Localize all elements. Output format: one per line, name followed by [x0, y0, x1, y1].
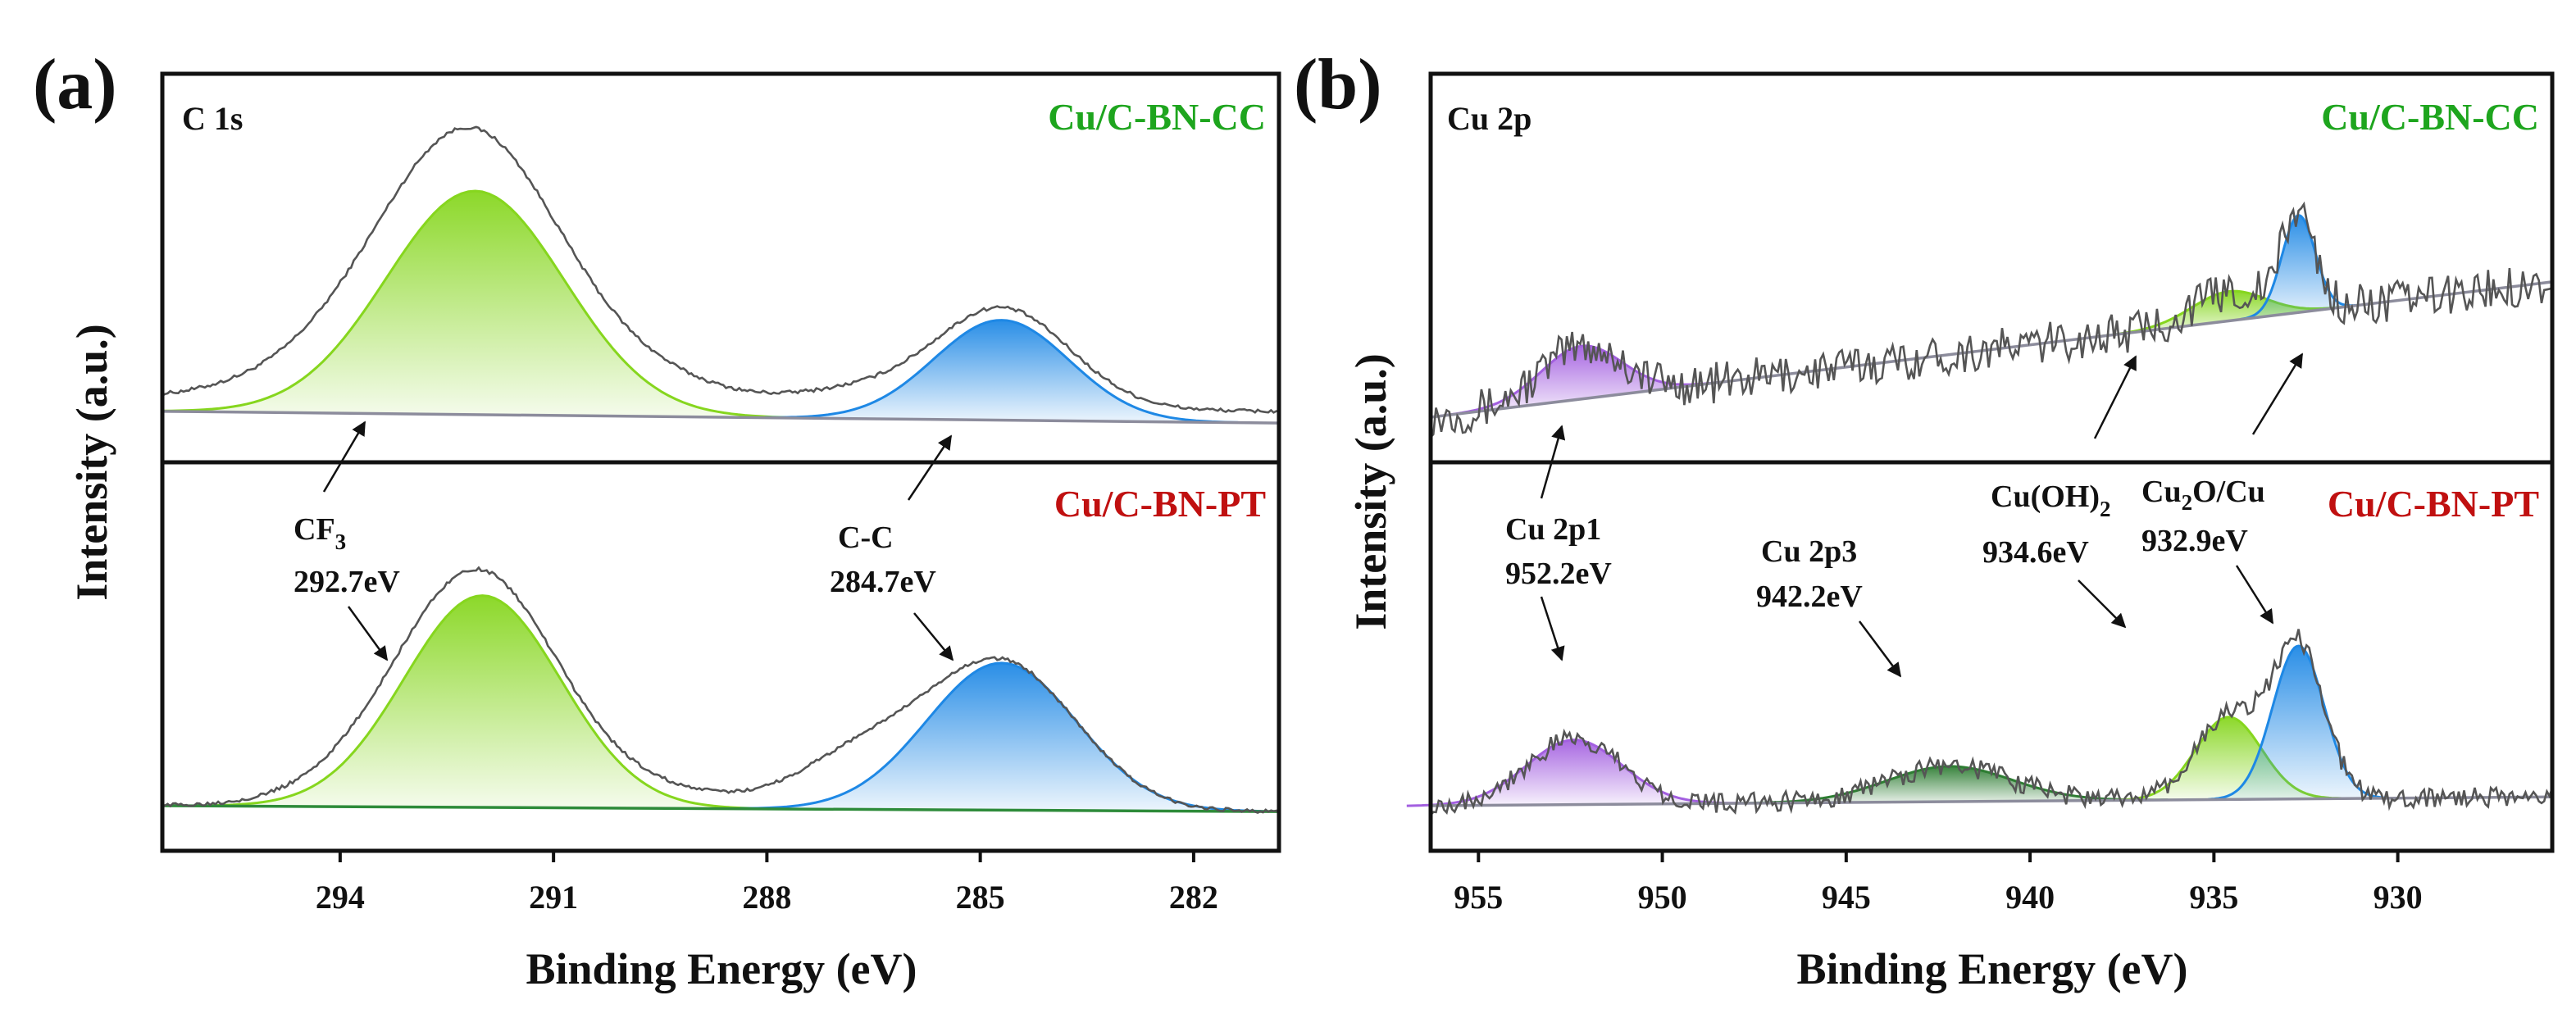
peak-fill-cf3: [164, 191, 787, 418]
annotation-cc-arrow-down: [913, 612, 954, 661]
panel-b-label: (b): [1294, 45, 1382, 125]
annotation-cu2p3: Cu 2p3 942.2eV: [1756, 534, 1902, 678]
annotation-cu2p3-label: Cu 2p3: [1761, 534, 1857, 569]
peak-fill-c-c: [765, 320, 1239, 423]
annotation-cu2p1-label: Cu 2p1: [1505, 512, 1601, 547]
panel-b-legend-pt: Cu/C-BN-PT: [2328, 483, 2539, 525]
annotation-cu2p3-value: 942.2eV: [1756, 579, 1863, 614]
baseline-cu/c-bn-cc: [162, 410, 1280, 425]
peak-fill-cu-oh-2: [2113, 716, 2345, 801]
x-tick-label: 945: [1822, 879, 1871, 916]
annotation-cf3-label: CF3: [294, 512, 346, 554]
panel-b-xlabel: Binding Energy (eV): [1796, 944, 2187, 993]
panel-a-legend-cc: Cu/C-BN-CC: [1048, 96, 1266, 138]
peak-fill-cf3: [208, 595, 757, 809]
panel-a-label: (a): [33, 45, 117, 125]
raw-spectrum-cu/c-bn-cc: [162, 125, 1280, 414]
annotation-cu2p1: Cu 2p1 952.2eV: [1505, 425, 1612, 661]
x-tick-label: 935: [2189, 879, 2238, 916]
raw-spectrum-cu/c-bn-pt: [162, 566, 1280, 815]
annotation-cu2ocu: Cu2O/Cu 932.9eV: [2141, 352, 2304, 625]
annotation-cc-arrow-up: [907, 434, 953, 501]
peak-fill-cu2o-cu: [2240, 215, 2357, 320]
annotation-cuoh2-value: 934.6eV: [1982, 535, 2089, 570]
peak-fill-cu-oh-2: [2100, 291, 2358, 337]
panel-a-xlabel: Binding Energy (eV): [526, 944, 917, 993]
annotation-cf3-value: 292.7eV: [294, 565, 400, 599]
annotation-cu2p3-arrow: [1858, 620, 1902, 678]
panel-a-top-curves: [162, 125, 1280, 425]
annotation-cc-value: 284.7eV: [830, 565, 936, 599]
panel-b: (b) 955 950 945 940 935 930 Cu 2p Cu/C-BN-CC …: [1294, 45, 2555, 993]
panel-a-x-axis: 294 291 288 285 282: [316, 851, 1218, 916]
panel-a-core-level: C 1s: [182, 100, 243, 137]
annotation-cf3: CF3 292.7eV: [294, 420, 400, 661]
peak-outline-cu2o-cu: [2208, 644, 2389, 801]
annotation-cuoh2-label: Cu(OH)2: [1991, 480, 2111, 521]
panel-b-bottom-curves: [1406, 629, 2554, 816]
x-tick-label: 955: [1454, 879, 1503, 916]
annotation-cuoh2-arrow-down: [2078, 579, 2127, 629]
x-tick-label: 940: [2005, 879, 2055, 916]
x-tick-label: 294: [316, 879, 365, 916]
annotation-cuoh2: Cu(OH)2 934.6eV: [1982, 355, 2137, 629]
x-tick-label: 950: [1638, 879, 1687, 916]
peak-fill-cu2o-cu: [2208, 646, 2389, 800]
x-tick-label: 288: [742, 879, 791, 916]
annotation-cu2p1-arrow-down: [1540, 596, 1565, 661]
peak-fill-cu-2p1: [1406, 739, 1741, 807]
panel-b-top-curves: [1430, 201, 2553, 439]
annotation-cu2ocu-value: 932.9eV: [2141, 524, 2248, 558]
panel-a-legend-pt: Cu/C-BN-PT: [1054, 483, 1266, 525]
peak-outline-cf3: [164, 189, 787, 419]
x-tick-label: 930: [2373, 879, 2423, 916]
panel-a: (a) 294 291 288 285 282 C 1s Cu/C-BN-CC Cu/C…: [33, 45, 1281, 993]
peak-outline-cf3: [208, 594, 757, 810]
panel-b-ylabel: Intensity (a.u.): [1346, 353, 1395, 630]
raw-spectrum-cu/c-bn-cc: [1430, 201, 2553, 439]
peak-outline-c-c: [740, 661, 1263, 813]
panel-b-core-level: Cu 2p: [1447, 100, 1531, 137]
annotation-cu2ocu-arrow-down: [2235, 565, 2274, 625]
annotation-cu2ocu-arrow-up: [2251, 352, 2304, 435]
annotation-cuoh2-arrow-up: [2093, 355, 2137, 439]
peak-outline-cu-2p1: [1406, 739, 1741, 807]
x-tick-label: 291: [529, 879, 578, 916]
annotation-cc: C-C 284.7eV: [830, 434, 954, 661]
x-tick-label: 282: [1169, 879, 1218, 916]
peak-outline-c-c: [765, 319, 1239, 424]
raw-spectrum-cu/c-bn-pt: [1430, 629, 2554, 816]
annotation-cc-label: C-C: [838, 520, 894, 555]
x-tick-label: 285: [956, 879, 1005, 916]
panel-b-legend-cc: Cu/C-BN-CC: [2321, 96, 2539, 138]
annotation-cu2ocu-label: Cu2O/Cu: [2141, 475, 2265, 515]
annotation-cu2p1-value: 952.2eV: [1505, 557, 1612, 591]
baseline-cu/c-bn-pt: [1430, 795, 2553, 807]
annotation-cf3-arrow-up: [322, 420, 366, 493]
peak-fill-c-c: [740, 662, 1263, 812]
annotation-cu2p1-arrow-up: [1540, 425, 1566, 499]
annotation-cf3-arrow-down: [347, 606, 389, 661]
baseline-cu/c-bn-pt: [162, 804, 1280, 813]
panel-a-bottom-curves: [162, 566, 1280, 815]
peak-fill-cu-2p1: [1440, 345, 1723, 416]
panel-a-ylabel: Intensity (a.u.): [67, 324, 116, 601]
panel-b-x-axis: 955 950 945 940 935 930: [1454, 851, 2423, 916]
